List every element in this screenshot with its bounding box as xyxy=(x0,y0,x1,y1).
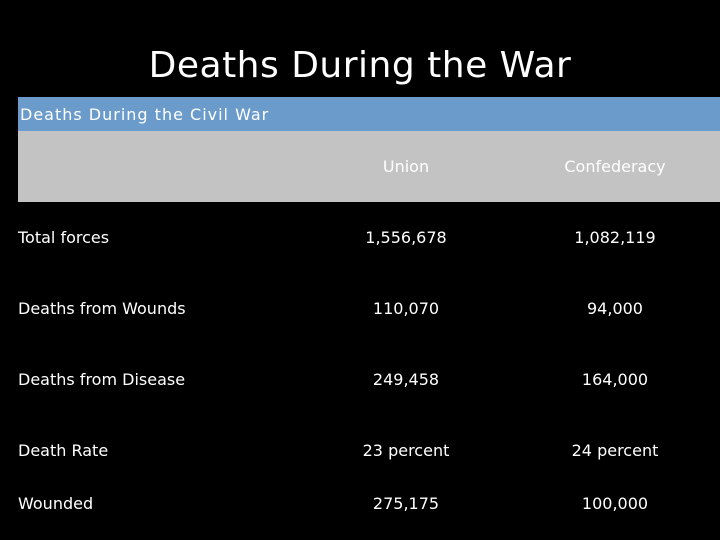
confederacy-value: 164,000 xyxy=(581,370,649,389)
table-header-row: Union Confederacy xyxy=(18,131,720,202)
table-caption: Deaths During the Civil War xyxy=(18,97,720,131)
union-value: 249,458 xyxy=(372,370,440,389)
union-value: 1,556,678 xyxy=(365,228,447,247)
union-value: 110,070 xyxy=(372,299,440,318)
confederacy-value: 24 percent xyxy=(571,441,659,460)
union-value: 275,175 xyxy=(372,494,440,513)
slide-title: Deaths During the War xyxy=(148,45,572,86)
row-label: Total forces xyxy=(18,228,110,247)
column-header-confederacy: Confederacy xyxy=(564,157,666,176)
row-label: Wounded xyxy=(18,494,94,513)
row-label: Deaths from Disease xyxy=(18,370,186,389)
confederacy-value: 100,000 xyxy=(581,494,649,513)
table-row: Deaths from Disease 249,458 164,000 xyxy=(0,362,720,398)
confederacy-value: 94,000 xyxy=(587,299,643,318)
table-row: Total forces 1,556,678 1,082,119 xyxy=(0,220,720,256)
union-value: 23 percent xyxy=(362,441,450,460)
column-header-union: Union xyxy=(382,157,430,176)
table-row: Wounded 275,175 100,000 xyxy=(0,486,720,522)
row-label: Deaths from Wounds xyxy=(18,299,186,318)
table-row: Death Rate 23 percent 24 percent xyxy=(0,433,720,469)
row-label: Death Rate xyxy=(18,441,109,460)
table-row: Deaths from Wounds 110,070 94,000 xyxy=(0,291,720,327)
confederacy-value: 1,082,119 xyxy=(574,228,656,247)
